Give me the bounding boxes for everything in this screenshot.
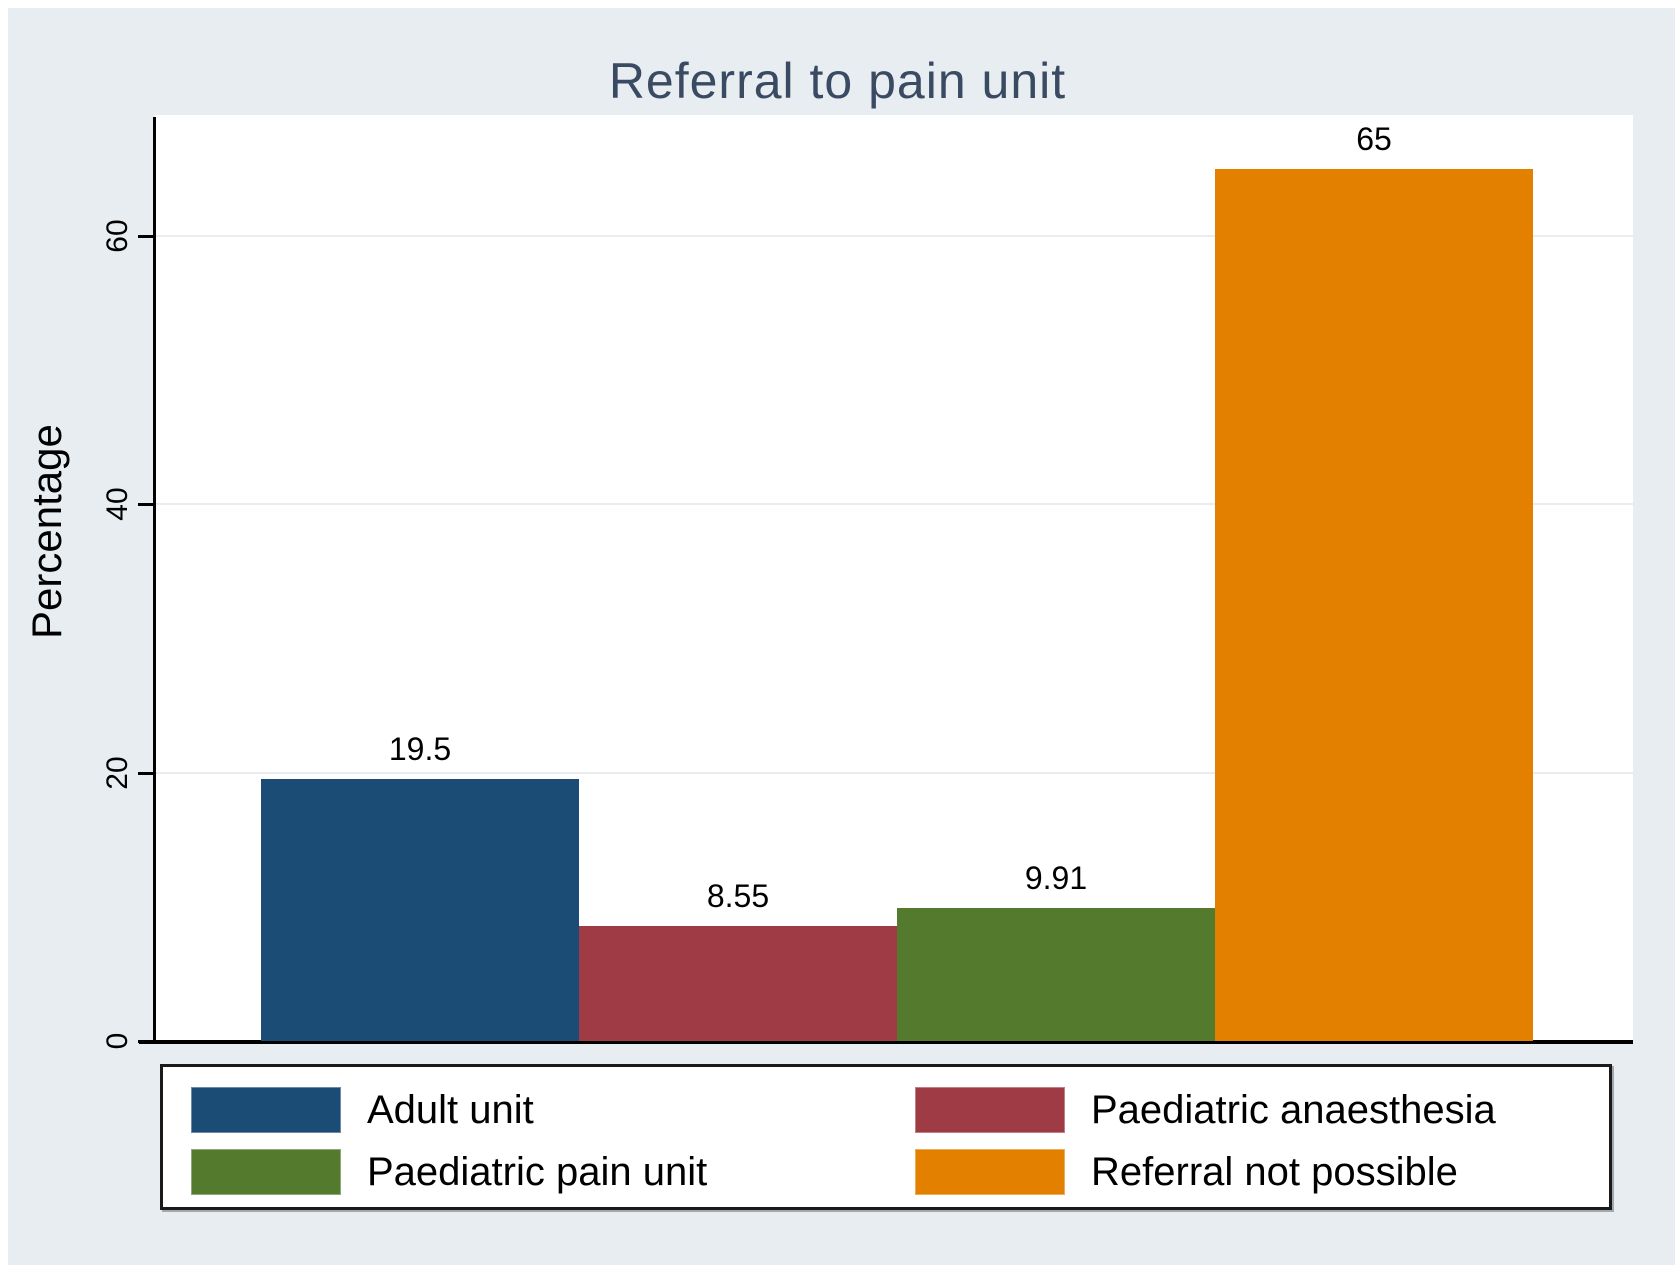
legend-swatch bbox=[191, 1149, 341, 1195]
y-tick-label: 40 bbox=[101, 487, 134, 521]
bar-value-label: 19.5 bbox=[388, 731, 452, 768]
y-tick-label: 60 bbox=[101, 219, 134, 253]
legend-label: Paediatric anaesthesia bbox=[1091, 1087, 1496, 1132]
legend-swatch bbox=[915, 1149, 1065, 1195]
y-tick bbox=[138, 234, 155, 238]
legend-item: Adult unit bbox=[191, 1087, 534, 1133]
x-axis-line bbox=[139, 1040, 1633, 1044]
y-tick bbox=[138, 771, 155, 775]
legend-label: Referral not possible bbox=[1091, 1149, 1458, 1194]
bar bbox=[579, 926, 897, 1041]
chart-title: Referral to pain unit bbox=[608, 53, 1067, 109]
gridline bbox=[155, 234, 1633, 237]
legend-swatch bbox=[191, 1087, 341, 1133]
bar bbox=[261, 779, 579, 1041]
legend-label: Adult unit bbox=[367, 1087, 534, 1132]
y-tick-label: 0 bbox=[101, 1032, 134, 1050]
legend-item: Paediatric pain unit bbox=[191, 1149, 707, 1195]
y-tick bbox=[138, 1040, 155, 1043]
bar bbox=[1215, 168, 1533, 1041]
bar bbox=[897, 908, 1215, 1041]
bar-value-label: 8.55 bbox=[706, 878, 770, 915]
legend-swatch bbox=[915, 1087, 1065, 1133]
legend-label: Paediatric pain unit bbox=[367, 1149, 708, 1194]
y-axis-title: Percentage bbox=[23, 424, 70, 639]
bar-value-label: 65 bbox=[1356, 120, 1392, 157]
bar-value-label: 9.91 bbox=[1024, 860, 1088, 896]
y-tick-label: 20 bbox=[101, 755, 134, 790]
legend-item: Referral not possible bbox=[915, 1149, 1458, 1195]
gridline bbox=[155, 771, 1633, 774]
legend-item: Paediatric anaesthesia bbox=[915, 1087, 1496, 1133]
y-axis-line bbox=[153, 117, 156, 1044]
y-tick bbox=[138, 503, 155, 507]
legend: Adult unit Paediatric anaesthesia Paediatr… bbox=[160, 1064, 1612, 1210]
gridline bbox=[155, 503, 1633, 506]
